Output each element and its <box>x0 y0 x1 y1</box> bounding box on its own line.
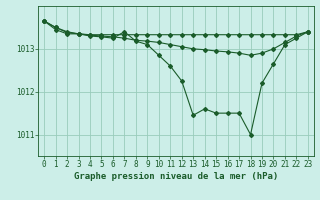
X-axis label: Graphe pression niveau de la mer (hPa): Graphe pression niveau de la mer (hPa) <box>74 172 278 181</box>
